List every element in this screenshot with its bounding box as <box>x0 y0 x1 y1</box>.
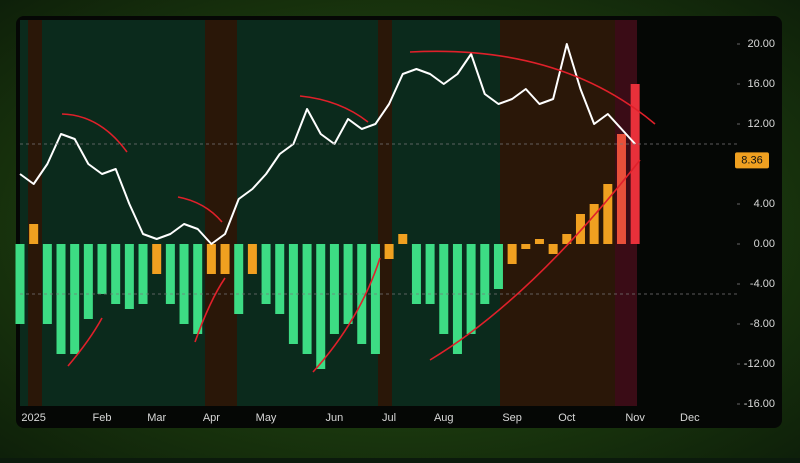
histogram-bar <box>234 244 244 314</box>
histogram-bar <box>425 244 435 304</box>
histogram-bar <box>138 244 148 304</box>
histogram-bar <box>15 244 25 324</box>
x-tick-label: Oct <box>558 412 575 424</box>
y-tick-label: -12.00 <box>744 358 775 370</box>
x-tick-label: Jun <box>326 412 344 424</box>
histogram-bar <box>316 244 326 369</box>
histogram-bar <box>384 244 394 259</box>
histogram-bar <box>507 244 517 264</box>
histogram-bar <box>288 244 298 344</box>
histogram-bar <box>111 244 121 304</box>
histogram-bar <box>124 244 134 309</box>
histogram-bar <box>493 244 503 289</box>
histogram-bar <box>534 239 544 244</box>
histogram-bar <box>548 244 558 254</box>
x-tick-label: Nov <box>625 412 645 424</box>
x-tick-label: May <box>256 412 277 424</box>
histogram-bar <box>247 244 257 274</box>
last-value-label: 8.36 <box>741 154 762 166</box>
histogram-bar <box>562 234 572 244</box>
y-tick-label: 12.00 <box>747 118 775 130</box>
histogram-bar <box>165 244 175 304</box>
histogram-bar <box>275 244 285 314</box>
trend-arcs <box>61 50 656 373</box>
histogram-bar <box>466 244 476 334</box>
histogram-bar <box>452 244 462 354</box>
histogram-bar <box>630 84 640 244</box>
y-tick-label: 20.00 <box>747 38 775 50</box>
histogram-bar <box>370 244 380 354</box>
histogram-bar <box>83 244 93 319</box>
x-tick-label: Jul <box>382 412 396 424</box>
histogram-bar <box>302 244 312 354</box>
histogram-bar <box>56 244 66 354</box>
y-tick-label: 0.00 <box>754 238 775 250</box>
histogram-bar <box>97 244 107 294</box>
x-tick-label: Sep <box>502 412 522 424</box>
histogram-bar <box>521 244 531 249</box>
y-tick-label: 4.00 <box>754 198 775 210</box>
histogram-bar <box>411 244 421 304</box>
x-tick-label: Dec <box>680 412 700 424</box>
x-tick-label: 2025 <box>21 412 45 424</box>
x-tick-label: Aug <box>434 412 454 424</box>
histogram-bar <box>343 244 353 324</box>
histogram-bar <box>357 244 367 344</box>
histogram-bar <box>193 244 203 334</box>
histogram-bar <box>29 224 39 244</box>
histogram-bar <box>220 244 230 274</box>
histogram-bar <box>179 244 189 324</box>
histogram-bar <box>329 244 339 334</box>
histogram-bar <box>398 234 408 244</box>
histogram-bar <box>70 244 80 354</box>
price-line <box>19 43 636 245</box>
y-tick-label: -4.00 <box>750 278 775 290</box>
regime-bands <box>20 20 637 406</box>
y-tick-label: -8.00 <box>750 318 775 330</box>
histogram-bar <box>206 244 216 274</box>
last-value-box <box>735 152 769 169</box>
histogram-bar <box>261 244 271 304</box>
histogram-bar <box>589 204 599 244</box>
histogram-bar <box>42 244 52 324</box>
histogram-bar <box>603 184 613 244</box>
x-tick-label: Feb <box>93 412 112 424</box>
x-tick-label: Mar <box>147 412 166 424</box>
x-tick-label: Apr <box>203 412 220 424</box>
y-tick-label: 16.00 <box>747 78 775 90</box>
histogram-bar <box>439 244 449 334</box>
histogram-bar <box>152 244 162 274</box>
histogram-bar <box>480 244 490 304</box>
histogram-bar <box>575 214 585 244</box>
histogram-bar <box>616 134 626 244</box>
y-tick-label: -16.00 <box>744 398 775 410</box>
